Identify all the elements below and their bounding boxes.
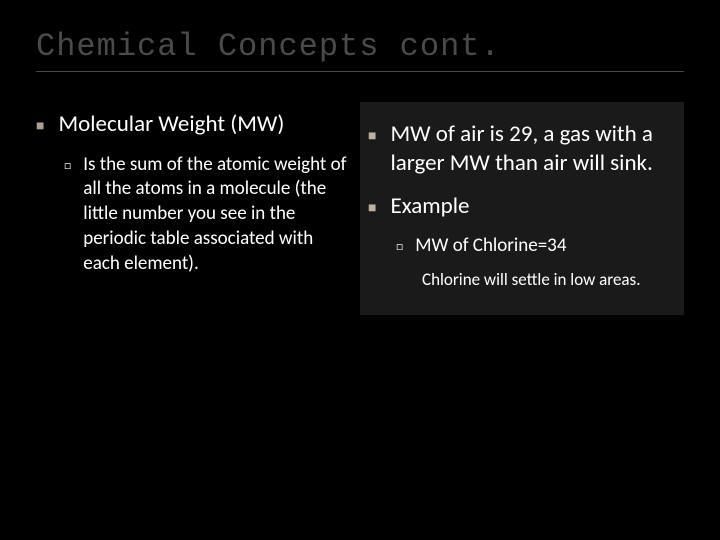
- slide-title: Chemical Concepts cont.: [36, 28, 684, 65]
- right-subsub-text: Chlorine will settle in low areas.: [422, 269, 641, 290]
- right-sub-bullet: □ MW of Chlorine=34: [396, 234, 668, 259]
- left-sub-bullet: □ Is the sum of the atomic weight of all…: [64, 153, 352, 276]
- right-column: ■ MW of air is 29, a gas with a larger M…: [360, 102, 684, 315]
- content-columns: ■ Molecular Weight (MW) □ Is the sum of …: [36, 110, 684, 315]
- bullet-marker-icon: ■: [368, 199, 376, 217]
- right-sub-text: MW of Chlorine=34: [415, 234, 566, 259]
- title-underline: [36, 71, 684, 72]
- slide: Chemical Concepts cont. ■ Molecular Weig…: [0, 0, 720, 343]
- left-column: ■ Molecular Weight (MW) □ Is the sum of …: [36, 110, 360, 315]
- sub-bullet-marker-icon: □: [64, 159, 71, 175]
- right-main-bullet-1: ■ MW of air is 29, a gas with a larger M…: [368, 120, 668, 178]
- bullet-marker-icon: ■: [368, 127, 376, 145]
- sub-bullet-marker-icon: □: [396, 240, 403, 256]
- right-main1-text: MW of air is 29, a gas with a larger MW …: [390, 120, 668, 178]
- right-subsub-text-item: Chlorine will settle in low areas.: [422, 269, 668, 291]
- bullet-marker-icon: ■: [36, 117, 44, 135]
- left-main-text: Molecular Weight (MW): [58, 110, 284, 139]
- left-main-bullet: ■ Molecular Weight (MW): [36, 110, 352, 139]
- left-sub-text: Is the sum of the atomic weight of all t…: [83, 153, 352, 276]
- right-main-bullet-2: ■ Example: [368, 192, 668, 221]
- right-main2-text: Example: [390, 192, 469, 221]
